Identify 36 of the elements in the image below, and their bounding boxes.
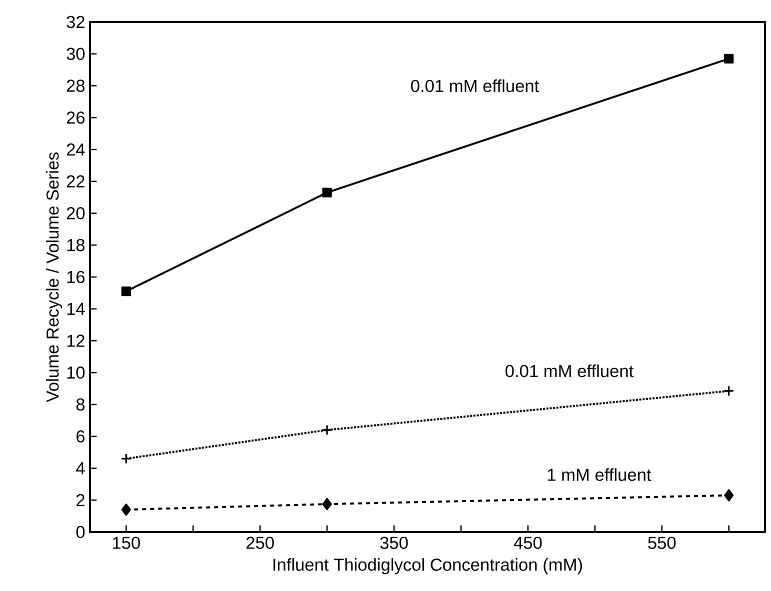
point	[120, 453, 132, 464]
annotation: 0.01 mM effluent	[506, 364, 634, 378]
x-tick-label: 450	[514, 536, 542, 549]
point	[322, 498, 332, 510]
x-tick-label: 350	[380, 536, 408, 549]
y-tick-label: 10	[67, 366, 85, 379]
x-axis-title: Influent Thiodiglycol Concentration (mM)	[274, 558, 582, 574]
y-tick-label: 18	[67, 238, 85, 252]
y-tick-label: 2	[76, 494, 84, 506]
y-tick-label: 28	[66, 80, 85, 92]
x-tick-label: 550	[648, 536, 676, 549]
point	[121, 286, 131, 296]
point	[724, 54, 734, 64]
point	[322, 424, 333, 436]
y-tick-label: 0	[76, 526, 85, 538]
y-tick-label: 4	[76, 462, 85, 474]
y-tick-label: 6	[76, 430, 85, 442]
x-tick-label: 150	[113, 536, 140, 549]
point	[322, 188, 332, 198]
point	[723, 385, 734, 396]
y-tick-label: 8	[76, 398, 85, 411]
point	[724, 489, 734, 502]
x-tick-label: 250	[246, 536, 274, 549]
y-tick-label: 16	[67, 270, 85, 284]
y-tick-label: 14	[67, 302, 85, 315]
y-tick-label: 24	[66, 143, 85, 156]
y-axis-title: Volume Recycle / Volume Series	[46, 152, 62, 402]
annotation: 0.01 mM effluent	[411, 79, 540, 92]
point	[121, 504, 131, 516]
annotation: 1 mM effluent	[548, 468, 652, 481]
y-tick-label: 26	[66, 111, 85, 124]
y-tick-label: 22	[66, 175, 84, 188]
y-tick-label: 30	[66, 48, 85, 60]
y-tick-label: 12	[67, 334, 84, 347]
y-tick-label: 20	[66, 207, 85, 220]
y-tick-label: 32	[66, 16, 84, 28]
